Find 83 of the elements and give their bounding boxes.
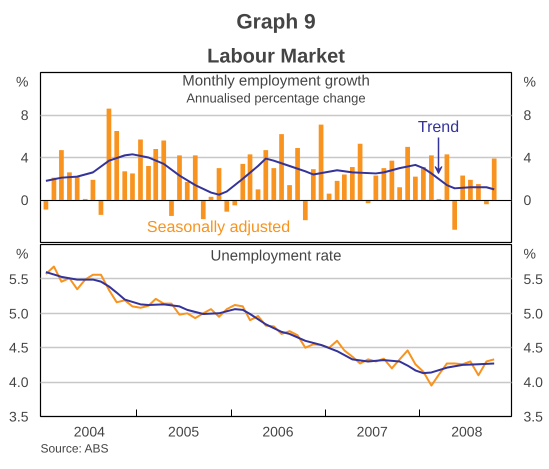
bar: [468, 180, 473, 200]
y2-tick-label: 0: [524, 192, 532, 208]
bar: [161, 140, 166, 200]
bar: [405, 146, 410, 200]
y-tick-label: 4.5: [9, 340, 29, 356]
bar: [302, 200, 308, 220]
bar: [67, 172, 72, 200]
bar: [413, 176, 418, 200]
y-axis-title: %: [16, 74, 29, 90]
x-tick-label: 2008: [451, 424, 483, 440]
bar: [382, 168, 386, 200]
y2-axis-title: %: [524, 246, 536, 262]
y-tick-label: 3.5: [9, 408, 29, 424]
bar: [153, 149, 158, 200]
y2-tick-label: 4.0: [524, 374, 544, 390]
bar: [421, 167, 426, 200]
line-series: [44, 153, 496, 196]
bar: [216, 168, 222, 200]
bar: [263, 150, 268, 200]
x-tick-label: 2004: [74, 424, 106, 440]
chart-title: Unemployment rate: [210, 248, 342, 264]
bar: [106, 108, 112, 200]
bar: [358, 144, 362, 200]
bar: [326, 194, 332, 200]
bar: [122, 171, 128, 200]
x-tick-label: 2005: [168, 424, 200, 440]
bar: [248, 154, 252, 200]
y-tick-label: 4.0: [9, 374, 29, 390]
y2-axis-title: %: [524, 74, 536, 90]
bar: [192, 155, 198, 200]
chart-subtitle: Labour Market: [207, 46, 346, 68]
y2-tick-label: 8: [524, 107, 532, 123]
y2-tick-label: 5.0: [524, 305, 544, 322]
y2-tick-label: 4.5: [524, 340, 544, 356]
bar: [200, 200, 206, 220]
bar: [114, 130, 120, 200]
bar: [295, 148, 300, 200]
bar: [444, 154, 450, 200]
bar: [208, 196, 214, 200]
bar: [342, 174, 347, 200]
bar: [138, 139, 143, 200]
bar: [310, 169, 316, 200]
series-label: Trend: [418, 119, 460, 136]
y-axis-title: %: [16, 246, 29, 262]
y-tick-label: 4: [20, 150, 29, 166]
bar: [429, 155, 434, 200]
bar: [390, 160, 394, 200]
y-tick-label: 5.0: [9, 305, 29, 322]
bar: [279, 134, 284, 200]
bar: [318, 124, 324, 200]
y-tick-label: 8: [20, 107, 29, 123]
y-tick-label: 5.5: [9, 270, 29, 287]
bar: [59, 150, 64, 200]
y2-tick-label: 3.5: [524, 408, 544, 424]
x-tick-label: 2007: [356, 424, 388, 440]
bar: [287, 185, 292, 200]
bar: [334, 180, 340, 200]
bar: [169, 200, 174, 216]
bar: [98, 200, 104, 215]
series-label: Seasonally adjusted: [146, 219, 290, 236]
annotation: Monthly employment growth: [182, 72, 370, 90]
y2-tick-label: 5.5: [524, 270, 544, 287]
annotation: Annualised percentage change: [186, 90, 366, 106]
bar: [177, 155, 182, 200]
bar: [374, 176, 378, 200]
bar: [492, 158, 497, 200]
bar: [271, 168, 276, 200]
bar: [256, 189, 260, 200]
bar: [130, 173, 135, 200]
y2-tick-label: 4: [524, 150, 532, 166]
bar: [397, 187, 402, 200]
x-tick-label: 2006: [262, 424, 294, 440]
bar: [52, 178, 56, 200]
bar: [184, 182, 190, 200]
bar: [90, 180, 96, 200]
bar: [452, 200, 458, 230]
y-tick-label: 0: [20, 192, 29, 208]
bar: [74, 176, 80, 200]
source-note: Source: ABS: [40, 442, 109, 456]
bar: [350, 167, 355, 200]
bar: [44, 200, 48, 210]
bar: [146, 166, 151, 200]
chart-title: Graph 9: [236, 10, 316, 34]
